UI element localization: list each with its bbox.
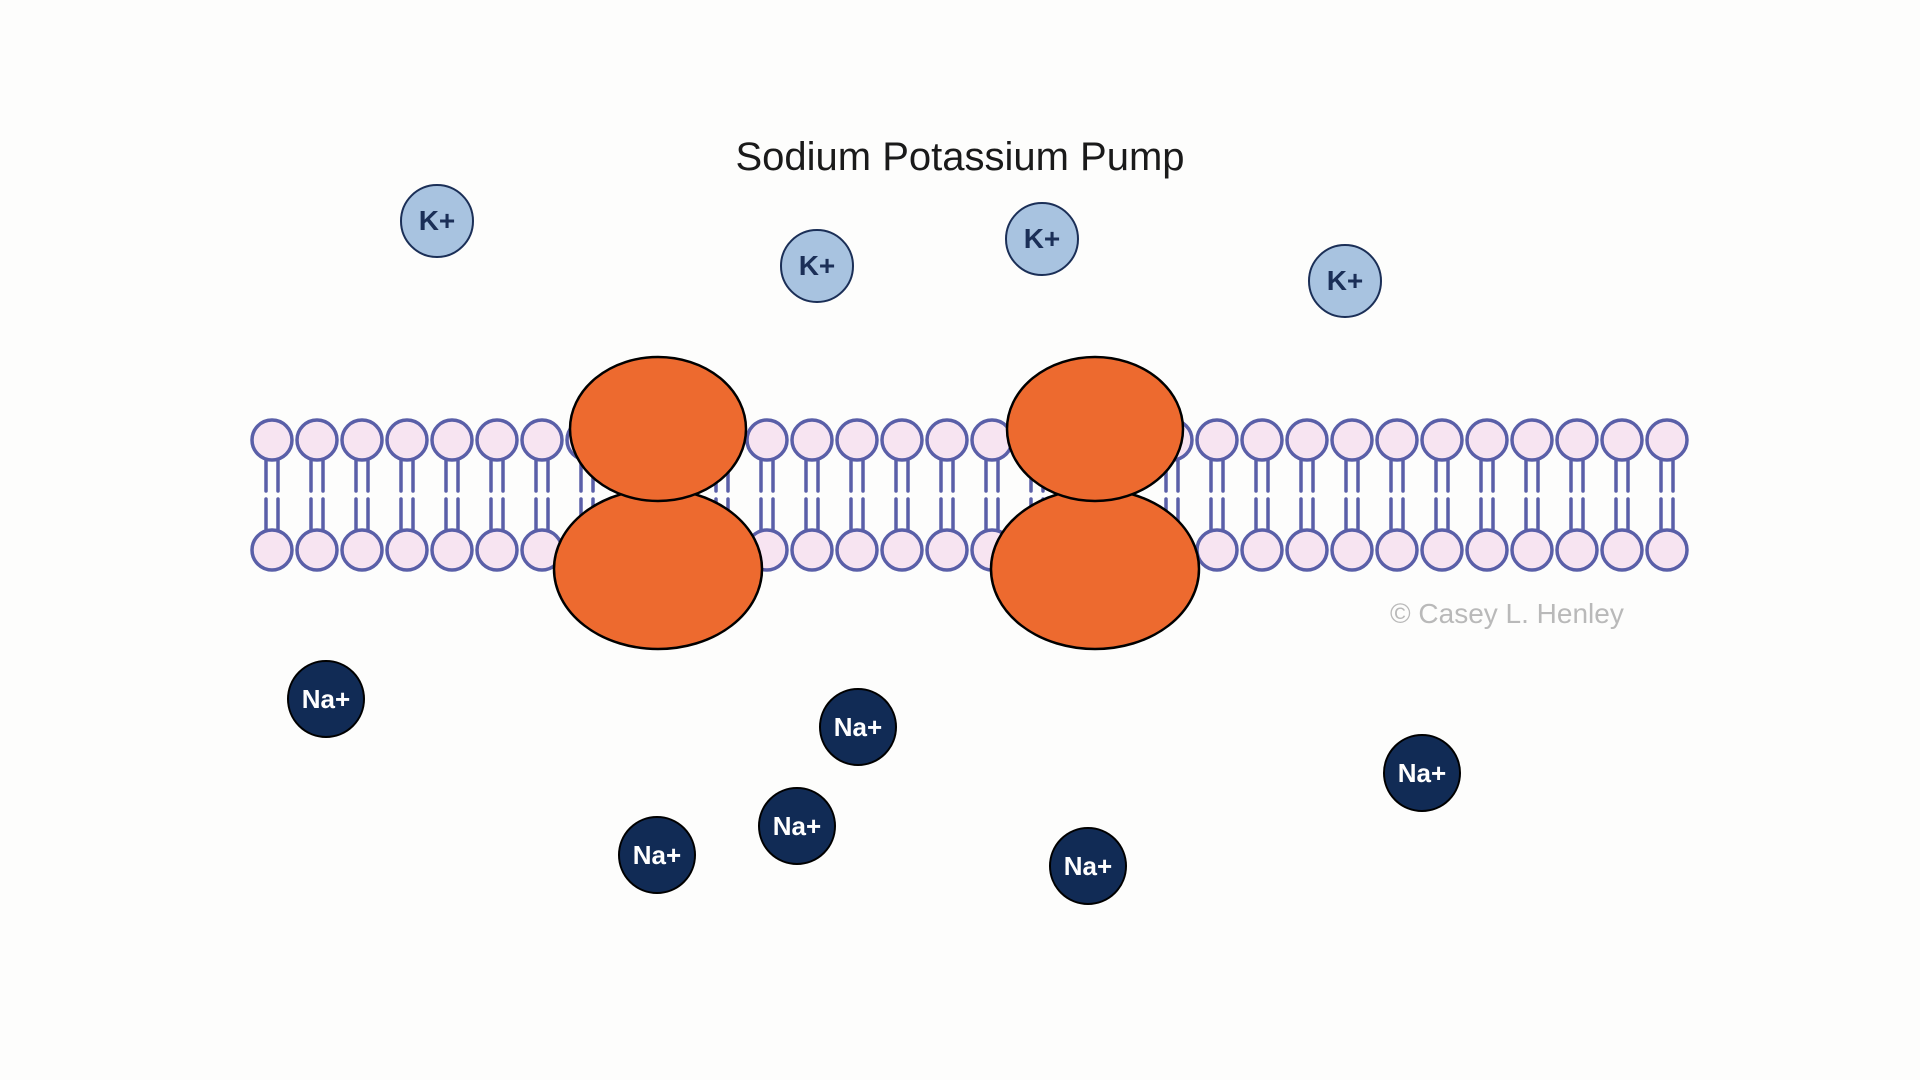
potassium-ion: K+ xyxy=(1005,202,1079,276)
potassium-ion: K+ xyxy=(780,229,854,303)
sodium-ion: Na+ xyxy=(819,688,897,766)
diagram-stage: Sodium Potassium Pump K+K+K+K+Na+Na+Na+N… xyxy=(0,0,1920,1080)
pump-lobe-top xyxy=(570,357,746,501)
lipid-bilayer xyxy=(252,420,1687,570)
copyright-text: © Casey L. Henley xyxy=(1390,598,1624,630)
membrane-svg xyxy=(0,0,1920,1080)
sodium-ion: Na+ xyxy=(758,787,836,865)
sodium-ion: Na+ xyxy=(1383,734,1461,812)
potassium-ion: K+ xyxy=(1308,244,1382,318)
pump-lobe-bottom xyxy=(991,489,1199,649)
sodium-ion: Na+ xyxy=(287,660,365,738)
pump-lobe-bottom xyxy=(554,489,762,649)
pump-proteins xyxy=(554,357,1199,649)
potassium-ion: K+ xyxy=(400,184,474,258)
sodium-ion: Na+ xyxy=(618,816,696,894)
pump-lobe-top xyxy=(1007,357,1183,501)
sodium-ion: Na+ xyxy=(1049,827,1127,905)
